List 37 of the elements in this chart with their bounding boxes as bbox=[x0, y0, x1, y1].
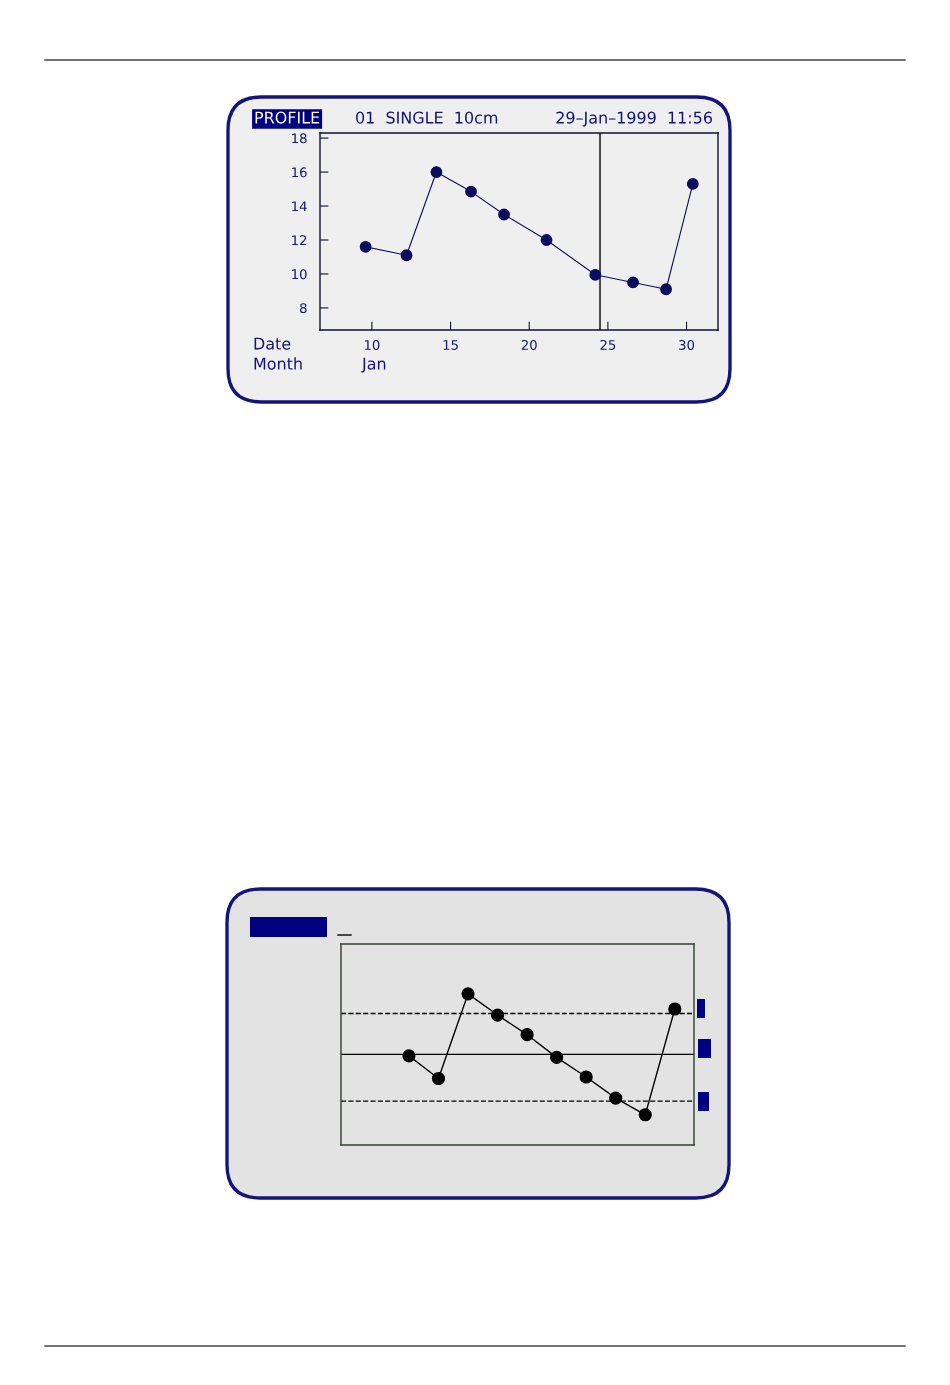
point bbox=[686, 178, 699, 190]
x-tick-label: 20 bbox=[521, 339, 537, 350]
y-tick-label: 8 bbox=[300, 303, 307, 314]
point bbox=[431, 1071, 446, 1086]
y-tick-label: 14 bbox=[292, 201, 307, 212]
point bbox=[579, 1070, 593, 1084]
chart-title: PROFILE bbox=[255, 111, 320, 124]
point bbox=[461, 987, 475, 1001]
point bbox=[490, 1008, 505, 1022]
chart-subtitle: 01 SINGLE 10cm bbox=[356, 111, 498, 124]
point bbox=[465, 185, 477, 198]
point bbox=[550, 1050, 564, 1064]
point bbox=[400, 249, 413, 262]
text: Month bbox=[254, 357, 302, 370]
y-tick-label: 16 bbox=[292, 167, 307, 178]
point bbox=[430, 166, 443, 178]
y-tick-label: 10 bbox=[292, 269, 307, 280]
point bbox=[660, 283, 672, 296]
point bbox=[609, 1091, 623, 1105]
x-tick-label: 15 bbox=[443, 340, 458, 350]
point bbox=[589, 268, 602, 281]
text: 29–Jan–1999 11:56 bbox=[556, 111, 712, 127]
point bbox=[668, 1002, 682, 1016]
text: Jan bbox=[361, 357, 386, 373]
x-tick-label: 10 bbox=[364, 339, 380, 350]
x-tick-label: 25 bbox=[600, 339, 616, 350]
point bbox=[638, 1108, 652, 1122]
point bbox=[498, 208, 510, 221]
y-tick-label: 18 bbox=[292, 133, 307, 144]
x-tick-label: 30 bbox=[679, 339, 695, 350]
point bbox=[520, 1028, 534, 1042]
point bbox=[627, 276, 639, 289]
point bbox=[540, 234, 553, 246]
point bbox=[359, 240, 372, 253]
y-tick-label: 12 bbox=[292, 235, 307, 245]
point bbox=[402, 1049, 416, 1063]
x-axis-title: Date bbox=[254, 337, 291, 350]
